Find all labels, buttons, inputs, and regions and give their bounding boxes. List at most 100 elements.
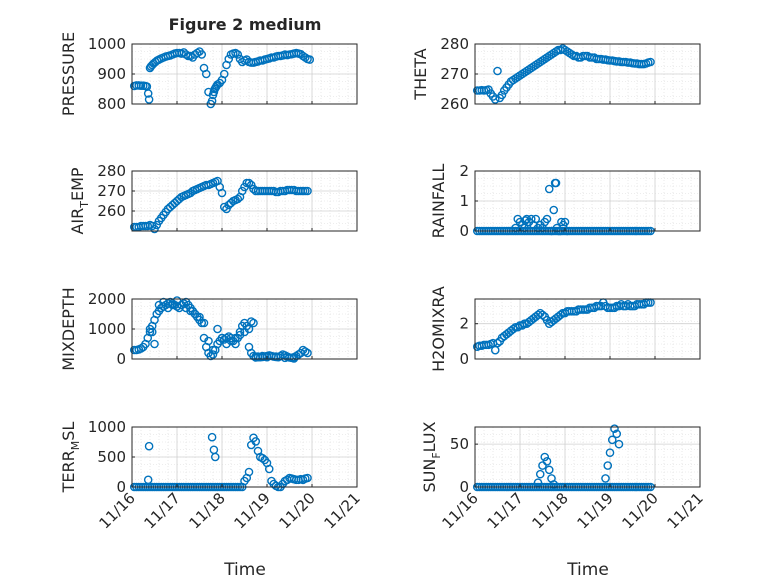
data-point — [244, 324, 254, 334]
y-axis-label: TERRMSL — [59, 422, 82, 494]
y-axis-label-main: THETA — [411, 48, 430, 100]
subplot-pressure: 800 900 1000 PRESSURE — [59, 32, 358, 116]
y-tick-label: 50 — [450, 435, 469, 453]
plot-area — [132, 171, 357, 231]
data-point — [217, 188, 227, 198]
data-point — [143, 475, 153, 485]
data-point — [233, 50, 243, 59]
subplot-h2omixra: 0 2 H2OMIXRA — [429, 286, 701, 372]
data-point — [551, 178, 561, 188]
y-axis-label: MIXDEPTH — [59, 287, 78, 370]
data-point — [603, 461, 613, 470]
data-point — [199, 318, 209, 328]
data-point — [513, 322, 523, 332]
subplot-mixdepth: 0 1000 2000 MIXDEPTH — [59, 287, 358, 371]
data-point — [493, 338, 502, 348]
data-point — [144, 441, 154, 451]
x-axis — [474, 228, 701, 231]
y-axis-label-tail: SL — [59, 422, 78, 441]
y-tick-label: 1 — [459, 192, 469, 210]
data-point — [143, 89, 153, 98]
y-axis-label-tail: EMP — [68, 167, 87, 201]
data-point — [610, 303, 619, 313]
y-axis-label-main: RAINFALL — [429, 164, 448, 239]
y-tick-label: 260 — [440, 95, 469, 113]
y-axis-label: AIRTEMP — [68, 167, 91, 234]
minor-grid — [475, 427, 700, 487]
data-point — [201, 69, 211, 79]
data-point — [497, 90, 507, 100]
x-axis — [131, 228, 358, 231]
data-point — [207, 96, 217, 106]
y-axis-label-subscript: F — [430, 452, 443, 458]
y-axis: 260 270 280 — [440, 35, 478, 113]
data-point — [197, 50, 207, 59]
y-tick-label: 260 — [97, 202, 126, 220]
y-tick-label: 2000 — [88, 290, 126, 308]
data-point — [542, 214, 552, 224]
y-axis-label-main: SUN — [420, 459, 439, 493]
data-point — [535, 469, 545, 479]
y-axis: 0 1000 2000 — [88, 290, 135, 368]
data-point — [614, 439, 624, 449]
data-point — [217, 333, 227, 343]
data-point — [544, 465, 554, 475]
y-tick-label: 0 — [459, 478, 469, 496]
y-axis-label-subscript: T — [78, 201, 91, 209]
data-point — [144, 95, 154, 104]
data-point — [258, 453, 267, 463]
subplot-rainfall: 0 1 2 RAINFALL — [429, 162, 701, 240]
x-axis — [474, 101, 701, 104]
y-tick-label: 1000 — [88, 320, 126, 338]
data-point — [538, 310, 547, 320]
x-axis-label-right: Time — [566, 560, 609, 580]
data-point — [262, 352, 272, 362]
y-axis-label-subscript: M — [69, 441, 82, 451]
data-point — [549, 205, 559, 215]
data-point — [531, 214, 541, 224]
data-point — [303, 348, 312, 358]
data-point — [253, 352, 263, 361]
y-axis-label-tail: LUX — [420, 421, 439, 452]
y-tick-label: 500 — [97, 448, 126, 466]
y-tick-label: 900 — [97, 65, 126, 83]
data-point — [538, 461, 547, 470]
y-tick-label: 0 — [116, 478, 126, 496]
x-axis-label-left: Time — [223, 560, 266, 580]
data-series — [472, 298, 655, 355]
data-point — [207, 432, 217, 442]
data-point — [172, 296, 182, 305]
y-axis-label-main: MIXDEPTH — [59, 287, 78, 370]
y-axis-label-main: PRESSURE — [59, 32, 78, 116]
y-axis-label: H2OMIXRA — [429, 286, 448, 372]
y-tick-label: 280 — [440, 35, 469, 53]
data-point — [150, 339, 159, 349]
data-point — [224, 54, 234, 64]
data-point — [258, 351, 267, 361]
y-tick-label: 270 — [97, 182, 126, 200]
y-tick-label: 1000 — [88, 35, 126, 53]
data-point — [219, 69, 229, 79]
y-tick-label: 800 — [97, 95, 126, 113]
y-tick-label: 270 — [440, 65, 469, 83]
y-tick-label: 280 — [97, 162, 126, 180]
data-series — [129, 47, 315, 109]
data-point — [219, 202, 229, 212]
y-axis: 0 50 — [450, 435, 478, 496]
data-point — [493, 66, 502, 76]
data-point — [560, 217, 570, 227]
axes-frame — [131, 170, 358, 232]
data-point — [542, 456, 552, 466]
y-axis: 260 270 280 — [97, 162, 135, 220]
plot-area — [475, 427, 700, 487]
data-point — [289, 354, 299, 363]
data-point — [208, 350, 218, 359]
data-point — [533, 478, 543, 488]
data-point — [517, 321, 527, 330]
data-point — [249, 318, 258, 328]
y-axis-label-main: H2OMIXRA — [429, 286, 448, 372]
data-point — [204, 336, 213, 346]
y-tick-label: 1000 — [88, 418, 126, 436]
data-point — [233, 194, 243, 204]
